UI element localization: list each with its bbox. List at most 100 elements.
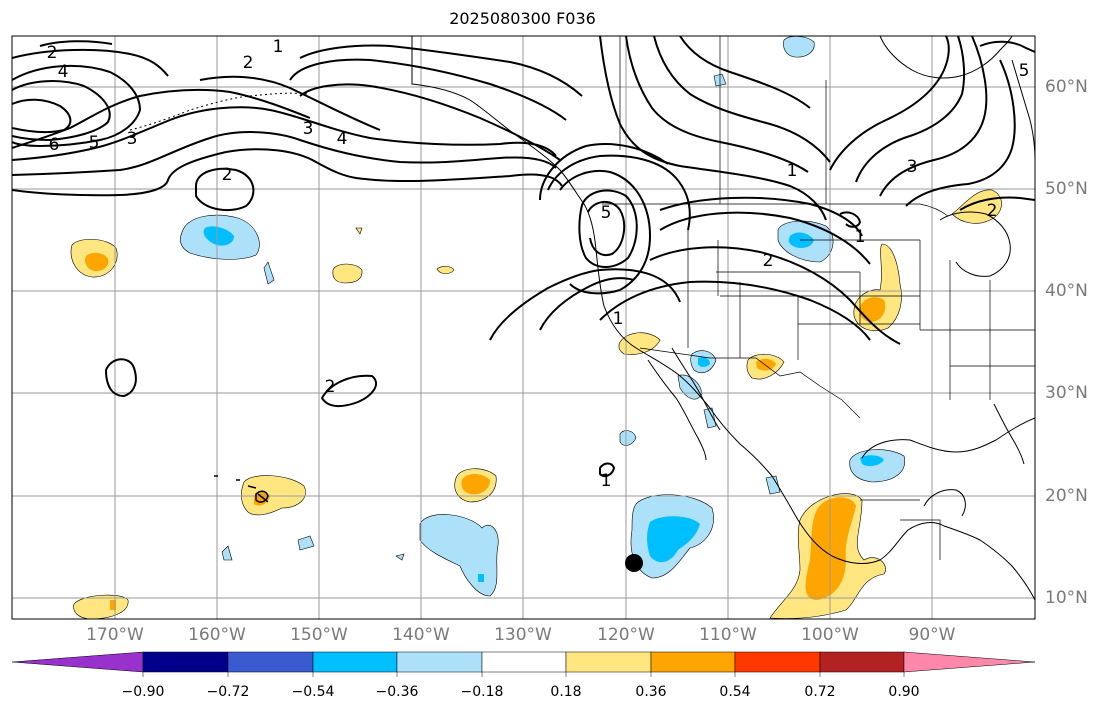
contour-line: [12, 106, 557, 161]
us-mexico-border: [639, 347, 861, 419]
contour-line: [829, 36, 950, 171]
lon-label: 140°W: [392, 625, 450, 645]
contour-line: [959, 196, 1035, 211]
contour-label: 2: [325, 377, 336, 397]
contour-label: 4: [58, 62, 69, 82]
contour-label: 2: [987, 201, 998, 221]
mexico-state-border: [860, 499, 941, 560]
positive-anomaly-core: [805, 497, 856, 600]
negative-anomaly-area: [395, 553, 405, 561]
lat-label: 50°N: [1045, 179, 1088, 199]
colorbar-tick-label: 0.18: [550, 684, 582, 700]
contour-line: [659, 211, 871, 265]
contour-label: 1: [787, 161, 798, 181]
positive-anomaly-core: [461, 474, 490, 495]
map-title: 2025080300 F036: [449, 9, 596, 28]
colorbar-over-triangle: [903, 651, 1036, 673]
positive-anomaly-core: [84, 252, 109, 272]
contour-line: [879, 36, 988, 197]
colorbar-bin: [227, 651, 314, 673]
positive-anomaly-area: [355, 227, 363, 235]
map-frame: [11, 35, 1036, 620]
alaska-coast: [411, 36, 1035, 601]
negative-anomaly-core: [647, 516, 700, 563]
map-gridlines: [12, 36, 1035, 619]
negative-anomaly-core: [478, 574, 484, 582]
contour-line: [587, 201, 626, 256]
lat-label: 20°N: [1045, 486, 1088, 506]
gulf-of-california-coast: [671, 347, 721, 431]
contour-line: [653, 36, 831, 163]
contour-label: 4: [337, 129, 348, 149]
contour-line: [679, 36, 811, 109]
colorbar-tick-label: 0.36: [635, 684, 667, 700]
us-canada-border: [602, 203, 949, 217]
contour-line: [599, 462, 616, 477]
contour-label: 3: [907, 157, 918, 177]
political-borders: [411, 36, 1035, 560]
colorbar-bin: [819, 651, 905, 673]
colorbar-bin: [650, 651, 736, 673]
contour-line: [625, 36, 809, 173]
colorbar-under-triangle: [11, 651, 144, 673]
contour-label: 3: [303, 119, 314, 139]
colorbar-bin: [312, 651, 398, 673]
colorbar-tick-label: −0.18: [460, 684, 504, 700]
contour-label-layer: 2 4 6 5 3 1 2 3 4 2 5 1 2 1 3 2 1 1 5 2: [47, 37, 1030, 491]
colorbar: [11, 651, 1036, 677]
contour-line: [559, 170, 652, 295]
contour-line: [39, 40, 113, 47]
contour-line: [12, 98, 72, 134]
contour-label: 2: [222, 165, 233, 185]
lat-label: 10°N: [1045, 588, 1088, 608]
colorbar-tick-label: 0.72: [804, 684, 836, 700]
hudson-bay-coast: [879, 36, 1013, 79]
lat-label: 40°N: [1045, 281, 1088, 301]
contour-line: [299, 44, 583, 97]
storm-center-marker: [625, 554, 643, 572]
contour-line: [649, 246, 901, 345]
contour-line: [299, 83, 561, 161]
lon-label: 110°W: [699, 625, 757, 645]
negative-anomaly-area: [619, 430, 637, 446]
contour-line: [547, 154, 691, 231]
contour-label: 1: [855, 227, 866, 247]
contour-line: [839, 211, 862, 228]
hawaii-islands: [214, 475, 269, 503]
state-border: [687, 230, 920, 360]
contour-line: [289, 58, 567, 121]
contour-line: [104, 358, 137, 398]
colorbar-tick-label: −0.72: [206, 684, 250, 700]
contour-line: [539, 277, 635, 331]
contour-line: [979, 40, 1035, 53]
contour-line: [12, 88, 311, 149]
negative-anomaly-area: [221, 545, 233, 561]
negative-anomaly-core: [203, 226, 234, 246]
colorbar-tick-label: 0.90: [888, 684, 920, 700]
contour-label: 5: [1019, 61, 1030, 81]
contour-label: 1: [613, 309, 624, 329]
contour-line: [489, 268, 681, 341]
contour-line: [255, 490, 269, 503]
lon-label: 150°W: [290, 625, 348, 645]
aleutian-islands: [129, 92, 309, 131]
positive-anomaly-area: [332, 263, 363, 284]
contour-line: [599, 280, 871, 341]
positive-anomaly-core: [859, 297, 886, 322]
contour-line: [599, 36, 827, 221]
contour-label: 6: [49, 135, 60, 155]
negative-anomaly-core: [860, 455, 884, 467]
contour-line: [320, 374, 377, 408]
contour-line: [12, 64, 142, 148]
contour-line: [539, 143, 669, 201]
lon-label: 130°W: [494, 625, 552, 645]
contour-label: 2: [763, 251, 774, 271]
contour-label: 1: [601, 471, 612, 491]
contour-label: 2: [243, 53, 254, 73]
lon-label: 90°W: [908, 625, 956, 645]
contour-line: [578, 189, 638, 268]
colorbar-tick-label: −0.54: [291, 684, 335, 700]
state-border: [919, 240, 1035, 400]
colorbar-tick-label: −0.90: [121, 684, 165, 700]
